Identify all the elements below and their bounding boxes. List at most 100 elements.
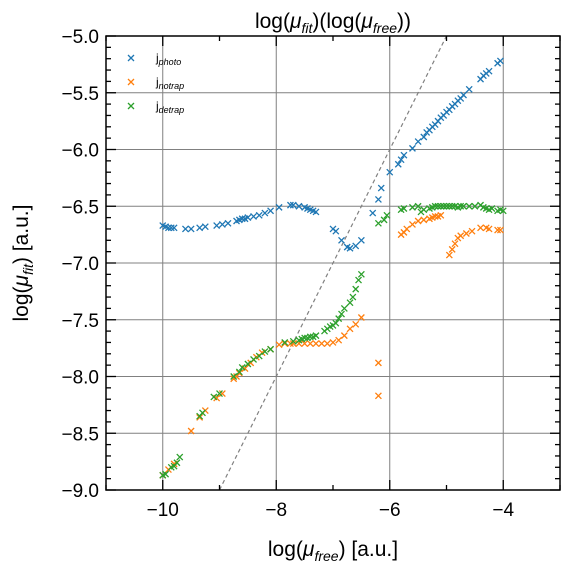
data-point-j_notrap bbox=[335, 336, 343, 344]
data-point-j_detrap bbox=[346, 299, 354, 307]
data-point-j_notrap bbox=[457, 232, 465, 240]
y-tick-label: −5.5 bbox=[61, 84, 99, 105]
data-point-j_detrap bbox=[355, 276, 362, 284]
data-point-j_notrap bbox=[357, 314, 365, 321]
data-point-j_notrap bbox=[462, 230, 470, 237]
data-point-j_photo bbox=[408, 144, 416, 152]
data-point-j_notrap bbox=[352, 320, 360, 328]
data-point-j_detrap bbox=[332, 319, 340, 327]
data-point-j_detrap bbox=[238, 363, 246, 371]
data-point-j_notrap bbox=[301, 340, 309, 348]
data-points bbox=[159, 57, 507, 479]
data-point-j_photo bbox=[386, 168, 394, 176]
data-point-j_photo bbox=[357, 236, 365, 244]
data-point-j_notrap bbox=[445, 251, 453, 259]
chart-title: log(μfit)(log(μfree)) bbox=[255, 10, 411, 36]
data-point-j_detrap bbox=[448, 202, 456, 210]
legend-label-j_photo: jphoto bbox=[155, 51, 181, 67]
legend-label-j_notrap: jnotrap bbox=[155, 75, 184, 91]
data-point-j_notrap bbox=[420, 216, 428, 224]
data-point-j_photo bbox=[187, 225, 195, 233]
data-point-j_detrap bbox=[301, 334, 309, 342]
data-point-j_photo bbox=[238, 215, 246, 223]
data-point-j_notrap bbox=[403, 225, 411, 233]
data-point-j_photo bbox=[369, 209, 377, 217]
data-point-j_detrap bbox=[443, 202, 450, 210]
x-tick-label: −10 bbox=[147, 500, 179, 521]
data-point-j_photo bbox=[196, 224, 204, 232]
data-point-j_photo bbox=[286, 201, 294, 209]
data-point-j_photo bbox=[397, 156, 405, 164]
data-point-j_photo bbox=[289, 201, 297, 209]
data-point-j_notrap bbox=[323, 340, 331, 348]
data-point-j_detrap bbox=[250, 356, 258, 363]
data-point-j_notrap bbox=[306, 340, 314, 348]
data-point-j_detrap bbox=[499, 207, 507, 215]
data-point-j_detrap bbox=[335, 315, 343, 323]
x-tick-label: −6 bbox=[379, 500, 401, 521]
data-point-j_detrap bbox=[281, 338, 289, 346]
y-tick-label: −8.5 bbox=[61, 424, 99, 445]
data-point-j_photo bbox=[346, 244, 354, 252]
data-point-j_notrap bbox=[340, 332, 348, 340]
data-point-j_detrap bbox=[434, 202, 442, 210]
data-point-j_photo bbox=[496, 57, 504, 65]
data-point-j_photo bbox=[181, 225, 189, 233]
axis-ticks bbox=[105, 35, 561, 491]
x-tick-label: −8 bbox=[265, 500, 287, 521]
data-point-j_detrap bbox=[230, 373, 238, 380]
data-point-j_photo bbox=[460, 91, 467, 99]
legend-marker-j_notrap bbox=[127, 78, 135, 86]
data-point-j_detrap bbox=[465, 202, 473, 210]
data-point-j_detrap bbox=[488, 205, 496, 212]
x-axis-title: log(μfree) [a.u.] bbox=[268, 538, 398, 564]
data-point-j_notrap bbox=[346, 325, 354, 333]
data-point-j_detrap bbox=[383, 211, 391, 219]
data-point-j_photo bbox=[332, 227, 340, 235]
data-point-j_photo bbox=[170, 224, 178, 232]
data-point-j_photo bbox=[267, 207, 275, 215]
data-point-j_detrap bbox=[374, 219, 382, 227]
data-point-j_detrap bbox=[235, 368, 243, 376]
reference-line-layer bbox=[218, 35, 448, 491]
data-point-j_detrap bbox=[261, 348, 269, 355]
data-point-j_photo bbox=[224, 219, 232, 227]
data-point-j_notrap bbox=[437, 211, 445, 219]
data-point-j_photo bbox=[261, 209, 269, 217]
data-point-j_photo bbox=[414, 138, 422, 146]
data-point-j_photo bbox=[201, 223, 209, 231]
data-point-j_detrap bbox=[338, 310, 345, 318]
y-tick-label: −7.5 bbox=[61, 311, 99, 332]
data-point-j_notrap bbox=[477, 224, 485, 232]
data-point-j_detrap bbox=[267, 345, 275, 353]
data-point-j_notrap bbox=[374, 359, 382, 367]
data-point-j_photo bbox=[394, 160, 402, 168]
y-tick-label: −8.0 bbox=[61, 368, 99, 389]
data-point-j_notrap bbox=[431, 213, 439, 220]
data-point-j_detrap bbox=[289, 337, 297, 345]
x-tick-label: −4 bbox=[492, 500, 514, 521]
data-point-j_notrap bbox=[281, 340, 289, 348]
data-point-j_detrap bbox=[380, 216, 388, 224]
y-tick-label: −6.0 bbox=[61, 141, 99, 162]
data-point-j_photo bbox=[352, 242, 360, 250]
data-point-j_detrap bbox=[445, 202, 453, 210]
data-point-j_photo bbox=[420, 133, 428, 141]
data-point-j_notrap bbox=[329, 338, 337, 346]
data-point-j_detrap bbox=[255, 352, 263, 360]
tick-labels: −10 −8 −6 −4 −9.0 −8.5 −8.0 −7.5 −7.0 −6.5 −6.0 −5.… bbox=[61, 27, 514, 521]
data-point-j_detrap bbox=[457, 202, 465, 210]
data-point-j_notrap bbox=[196, 413, 204, 421]
data-point-j_photo bbox=[377, 184, 385, 192]
data-point-j_detrap bbox=[210, 393, 218, 401]
data-point-j_photo bbox=[244, 214, 252, 222]
data-point-j_notrap bbox=[448, 245, 456, 253]
data-point-j_photo bbox=[250, 213, 258, 220]
data-point-j_notrap bbox=[485, 225, 493, 233]
data-point-j_photo bbox=[218, 220, 226, 228]
data-point-j_photo bbox=[255, 211, 263, 219]
data-point-j_detrap bbox=[173, 459, 181, 467]
data-point-j_notrap bbox=[451, 240, 459, 248]
data-point-j_detrap bbox=[437, 202, 445, 210]
